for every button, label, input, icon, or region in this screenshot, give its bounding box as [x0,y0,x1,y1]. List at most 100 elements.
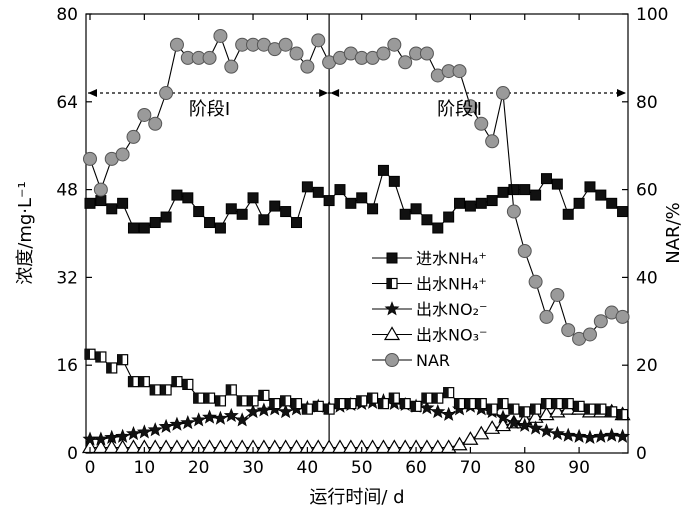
data-point-2-6 [147,422,163,437]
data-point-4-34 [452,64,467,79]
stage-arrowhead-0 [88,89,97,98]
data-point-2-1 [93,431,109,446]
y-right-tick-label: 60 [636,181,658,201]
data-point-3-13 [223,439,240,454]
data-point-2-32 [430,404,446,419]
data-point-0-2 [106,203,118,215]
data-point-0-8 [171,189,183,201]
data-point-0-24 [345,197,357,209]
y-left-tick-label: 80 [56,5,78,25]
data-point-0-1 [95,195,107,207]
data-point-0-33 [443,211,455,223]
legend-marker-1 [386,277,398,290]
data-point-0-14 [236,208,248,220]
data-point-2-40 [517,417,533,432]
data-point-4-42 [539,309,554,324]
data-point-4-40 [517,244,532,259]
data-point-1-35 [464,398,477,410]
data-point-1-10 [193,392,205,404]
legend-item-3: 出水NO₃⁻ [372,326,487,345]
data-point-4-37 [485,134,500,149]
series-4 [83,28,630,346]
y-right-tick-label: 80 [636,93,658,113]
data-point-4-39 [506,204,521,219]
stage-label-0: 阶段Ⅰ [189,99,230,120]
data-point-0-26 [367,203,379,215]
data-point-0-25 [356,192,368,204]
data-point-3-24 [342,439,359,454]
data-point-1-20 [301,403,313,415]
data-point-3-3 [114,439,131,454]
data-point-1-22 [323,403,335,415]
data-point-1-14 [236,395,248,407]
legend-marker-0 [386,252,398,264]
data-point-3-31 [418,439,435,454]
data-point-2-10 [191,412,207,427]
data-point-1-6 [149,384,161,396]
data-point-2-18 [278,404,294,419]
data-point-1-0 [84,348,96,360]
data-point-4-20 [300,59,315,74]
data-point-2-3 [115,428,131,443]
y-right-tick-label: 40 [636,268,658,288]
data-point-1-43 [551,398,563,410]
data-point-0-20 [301,181,313,193]
y-left-tick-label: 16 [56,356,78,376]
data-point-3-1 [92,439,109,454]
data-point-0-6 [149,217,161,229]
data-point-0-9 [182,192,194,204]
data-point-3-19 [288,439,305,454]
stage-label-1: 阶段Ⅱ [437,99,482,120]
data-point-4-19 [289,46,304,61]
data-point-1-24 [345,398,357,410]
data-point-0-45 [573,197,585,209]
x-tick-label: 60 [405,458,427,478]
data-point-4-27 [376,46,391,61]
data-point-0-38 [497,186,509,198]
data-point-1-19 [290,398,303,410]
data-point-0-39 [508,184,520,196]
data-point-0-37 [486,195,498,207]
legend-item-0: 进水NH₄⁺ [372,249,487,268]
data-point-4-13 [224,59,239,74]
data-point-3-18 [277,439,294,454]
data-point-3-7 [158,439,175,454]
data-point-1-39 [508,403,520,415]
data-point-0-3 [117,197,129,209]
data-point-3-21 [310,439,327,454]
data-point-2-8 [169,416,185,431]
data-point-1-12 [214,395,227,407]
data-point-2-14 [234,412,250,427]
data-point-3-11 [201,439,218,454]
x-tick-label: 30 [242,458,264,478]
data-point-1-49 [616,408,629,421]
data-point-4-4 [126,129,141,144]
data-point-1-15 [247,395,259,407]
data-point-4-29 [398,55,413,70]
data-point-0-7 [160,211,172,223]
data-point-2-38 [495,409,511,424]
data-point-1-48 [606,406,618,418]
data-point-2-13 [223,407,239,423]
series-layer [81,28,631,454]
x-axis-title: 运行时间/ d [309,487,404,508]
stage-arrowhead-2 [330,89,340,98]
data-point-4-36 [474,116,489,131]
data-point-2-42 [539,423,554,438]
data-point-1-46 [584,403,596,415]
data-point-4-38 [496,86,511,101]
data-point-3-9 [179,439,196,454]
data-point-1-13 [225,384,237,396]
legend-marker-2 [384,301,400,316]
data-point-1-21 [312,400,324,412]
legend-item-4: NAR [372,351,450,370]
data-point-0-42 [540,173,552,185]
data-point-2-16 [256,402,272,417]
legend-label-0: 进水NH₄⁺ [416,249,487,268]
legend: 进水NH₄⁺ 出水NH₄⁺ 出水NO₂⁻ 出水NO₃⁻ NAR [372,249,487,370]
data-point-4-35 [463,99,478,114]
data-point-0-47 [595,189,607,201]
legend-marker-4 [385,353,399,367]
data-point-4-46 [582,327,597,342]
data-point-1-18 [280,395,292,407]
